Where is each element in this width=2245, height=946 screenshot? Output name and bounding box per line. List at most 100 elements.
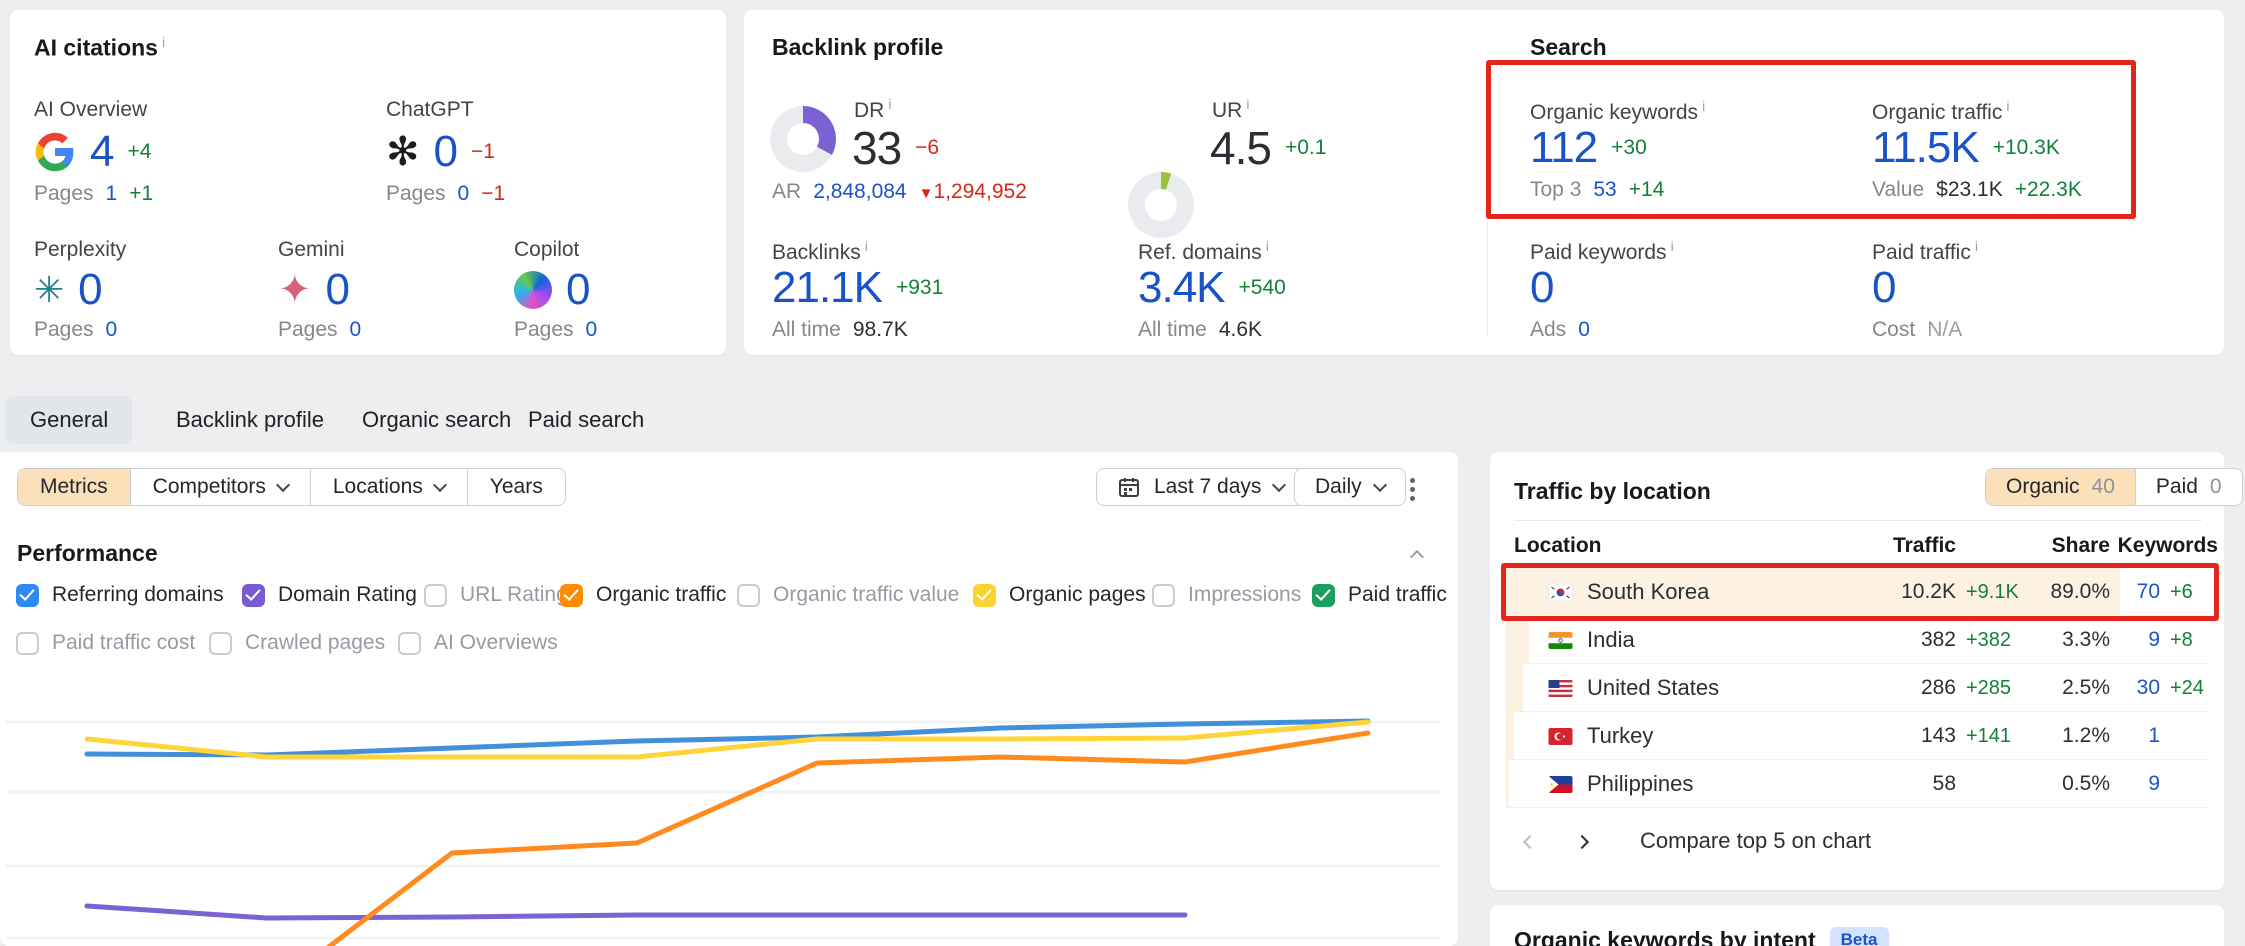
ref-domains-value[interactable]: 3.4K <box>1138 263 1225 313</box>
column-header-location: Location <box>1514 534 1602 558</box>
checkbox-checked[interactable] <box>560 584 583 607</box>
collapse-section-icon[interactable] <box>1410 550 1424 564</box>
keywords-link[interactable]: 30 <box>2098 664 2160 712</box>
location-row-turkey[interactable]: Turkey 143 +141 1.2% 1 <box>1506 712 2206 760</box>
metric-toggle-paid-traffic-cost[interactable]: Paid traffic cost <box>16 628 195 658</box>
copilot-pages[interactable]: 0 <box>586 318 598 342</box>
location-row-south-korea[interactable]: South Korea 10.2K +9.1K 89.0% 70 +6 <box>1506 568 2206 616</box>
flag-turkey-icon <box>1548 728 1573 745</box>
paid-keywords-value[interactable]: 0 <box>1530 263 1553 313</box>
tab-paid-search[interactable]: Paid search <box>504 396 668 444</box>
checkbox-checked[interactable] <box>973 584 996 607</box>
ai-overview-value[interactable]: 4 <box>90 127 113 177</box>
tab-general[interactable]: General <box>6 396 132 444</box>
keywords-delta <box>2170 760 2220 808</box>
metrics-button[interactable]: Metrics <box>18 469 131 505</box>
pages-label: Pages <box>34 318 94 342</box>
metric-toggle-impressions[interactable]: Impressions <box>1152 580 1301 610</box>
gemini-label: Gemini <box>278 238 345 262</box>
compare-top5-button[interactable]: Compare top 5 on chart <box>1640 828 1871 854</box>
pagination-prev-button[interactable] <box>1512 824 1548 860</box>
ai-overview-label: AI Overview <box>34 98 147 122</box>
date-range-dropdown[interactable]: Last 7 days <box>1096 468 1305 506</box>
chevron-down-icon <box>433 478 447 492</box>
pagination-next-button[interactable] <box>1564 824 1600 860</box>
checkbox-checked[interactable] <box>16 584 39 607</box>
location-row-united-states[interactable]: United States 286 +285 2.5% 30 +24 <box>1506 664 2206 712</box>
metric-toggle-paid-traffic[interactable]: Paid traffic <box>1312 580 1447 610</box>
keywords-link[interactable]: 70 <box>2098 568 2160 616</box>
top3-value[interactable]: 53 <box>1593 178 1616 202</box>
metric-toggle-ai-overviews[interactable]: AI Overviews <box>398 628 558 658</box>
gemini-value[interactable]: 0 <box>326 265 349 315</box>
keywords-link[interactable]: 9 <box>2098 616 2160 664</box>
keywords-delta: +8 <box>2170 616 2220 664</box>
tab-backlink-profile[interactable]: Backlink profile <box>152 396 348 444</box>
info-icon[interactable]: i <box>1671 238 1674 254</box>
keywords-delta <box>2170 712 2220 760</box>
backlinks-value[interactable]: 21.1K <box>772 263 882 313</box>
copilot-value[interactable]: 0 <box>566 265 589 315</box>
chatgpt-pages[interactable]: 0 <box>458 182 470 206</box>
organic-toggle[interactable]: Organic40 <box>1986 469 2135 505</box>
locations-dropdown[interactable]: Locations <box>311 469 468 505</box>
checkbox-unchecked[interactable] <box>424 584 447 607</box>
metric-toggle-organic-pages[interactable]: Organic pages <box>973 580 1146 610</box>
checkbox-unchecked[interactable] <box>1152 584 1175 607</box>
chatgpt-label: ChatGPT <box>386 98 474 122</box>
ai-overview-pages[interactable]: 1 <box>106 182 118 206</box>
keywords-link[interactable]: 1 <box>2098 712 2160 760</box>
gemini-pages[interactable]: 0 <box>350 318 362 342</box>
ar-label: AR <box>772 180 801 204</box>
organic-keywords-value[interactable]: 112 <box>1530 123 1597 173</box>
ur-donut-chart <box>1128 172 1194 238</box>
paid-toggle[interactable]: Paid0 <box>2135 469 2242 505</box>
info-icon[interactable]: i <box>865 238 868 254</box>
ar-value[interactable]: 2,848,084 <box>813 180 906 204</box>
chatgpt-icon: ✻ <box>386 132 420 172</box>
metric-toggle-referring-domains[interactable]: Referring domains <box>16 580 224 610</box>
chatgpt-value[interactable]: 0 <box>434 127 457 177</box>
info-icon[interactable]: i <box>888 96 891 112</box>
ads-label: Ads <box>1530 318 1566 342</box>
info-icon[interactable]: i <box>1266 238 1269 254</box>
info-icon[interactable]: i <box>2006 98 2009 114</box>
backlink-profile-title: Backlink profile <box>772 34 943 61</box>
info-icon[interactable]: i <box>1702 98 1705 114</box>
flag-philippines-icon <box>1548 776 1573 793</box>
metric-toggle-organic-traffic-value[interactable]: Organic traffic value <box>737 580 959 610</box>
checkbox-checked[interactable] <box>1312 584 1335 607</box>
dr-label: DRi <box>854 96 891 123</box>
metric-toggle-url-rating[interactable]: URL Rating <box>424 580 568 610</box>
flag-south-korea-icon <box>1548 584 1573 601</box>
location-row-philippines[interactable]: Philippines 58 0.5% 9 <box>1506 760 2206 808</box>
traffic-value-amount: $23.1K <box>1936 178 2003 202</box>
checkbox-checked[interactable] <box>242 584 265 607</box>
location-row-india[interactable]: India 382 +382 3.3% 9 +8 <box>1506 616 2206 664</box>
checkbox-unchecked[interactable] <box>209 632 232 655</box>
info-icon[interactable]: i <box>1975 238 1978 254</box>
keywords-delta: +6 <box>2170 568 2220 616</box>
more-options-menu[interactable] <box>1406 474 1419 505</box>
performance-line-chart[interactable] <box>0 660 1458 946</box>
metric-toggle-domain-rating[interactable]: Domain Rating <box>242 580 417 610</box>
paid-traffic-value[interactable]: 0 <box>1872 263 1895 313</box>
ads-value[interactable]: 0 <box>1578 318 1590 342</box>
info-icon[interactable]: i <box>162 34 165 50</box>
checkbox-unchecked[interactable] <box>16 632 39 655</box>
checkbox-unchecked[interactable] <box>737 584 760 607</box>
pages-label: Pages <box>514 318 574 342</box>
perplexity-pages[interactable]: 0 <box>106 318 118 342</box>
copilot-label: Copilot <box>514 238 579 262</box>
perplexity-value[interactable]: 0 <box>78 265 101 315</box>
checkbox-unchecked[interactable] <box>398 632 421 655</box>
granularity-dropdown[interactable]: Daily <box>1294 468 1406 506</box>
competitors-dropdown[interactable]: Competitors <box>131 469 311 505</box>
keywords-link[interactable]: 9 <box>2098 760 2160 808</box>
organic-traffic-value[interactable]: 11.5K <box>1872 123 1979 173</box>
info-icon[interactable]: i <box>1246 96 1249 112</box>
metric-toggle-organic-traffic[interactable]: Organic traffic <box>560 580 726 610</box>
ai-overview-delta: +4 <box>127 140 151 164</box>
years-button[interactable]: Years <box>468 469 565 505</box>
metric-toggle-crawled-pages[interactable]: Crawled pages <box>209 628 385 658</box>
